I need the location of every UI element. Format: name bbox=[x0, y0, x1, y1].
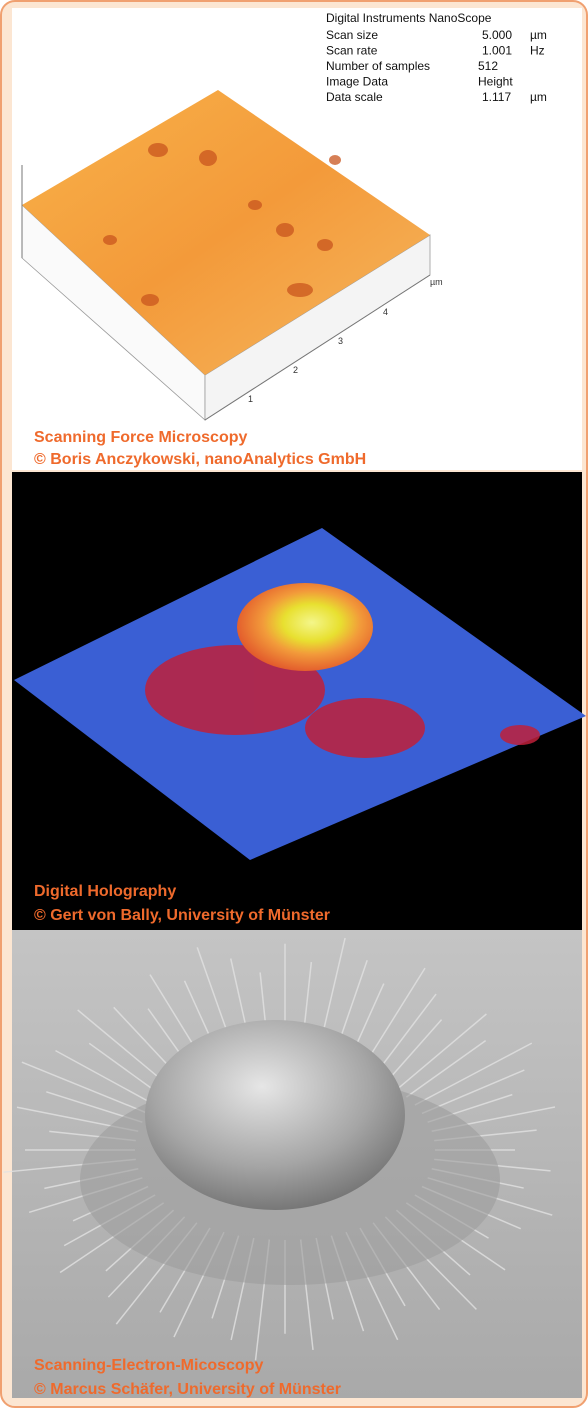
info-cell: Hz bbox=[530, 44, 545, 58]
axis-line bbox=[204, 274, 431, 421]
info-cell: µm bbox=[530, 28, 547, 42]
caption: Digital Holography bbox=[34, 883, 176, 900]
caption: © Gert von Bally, University of Münster bbox=[34, 907, 330, 924]
x-axis: 1 2 3 4 µm bbox=[204, 274, 443, 421]
cell-body bbox=[145, 1020, 405, 1210]
info-cell: 512 bbox=[478, 59, 498, 73]
filopodium bbox=[384, 1019, 443, 1084]
filopodium bbox=[395, 1013, 487, 1091]
caption: Scanning-Electron-Micoscopy bbox=[34, 1357, 263, 1374]
info-cell: Scan rate bbox=[326, 44, 378, 58]
tick-label: 1 bbox=[248, 394, 253, 404]
filopodium bbox=[414, 1042, 533, 1106]
tick-label: 4 bbox=[383, 307, 388, 317]
info-title: Digital Instruments NanoScope bbox=[326, 11, 492, 25]
info-cell: µm bbox=[530, 90, 547, 104]
info-cell: Image Data bbox=[326, 75, 388, 89]
filopodium bbox=[55, 1049, 156, 1106]
info-cell: Number of samples bbox=[326, 59, 430, 73]
filopodium bbox=[405, 1040, 487, 1098]
axis-unit: µm bbox=[430, 277, 443, 287]
info-cell: Data scale bbox=[326, 90, 383, 104]
tick-label: 2 bbox=[293, 365, 298, 375]
info-cell: 1.001 bbox=[482, 44, 512, 58]
afm-surface bbox=[22, 90, 430, 375]
surface-pits bbox=[103, 143, 341, 306]
caption: © Marcus Schäfer, University of Münster bbox=[34, 1381, 341, 1398]
info-cell: 1.117 bbox=[482, 90, 511, 104]
holo-peak bbox=[237, 583, 373, 671]
info-table: Scan size 5.000 µm Scan rate 1.001 Hz Number o… bbox=[326, 28, 547, 104]
filopodium bbox=[21, 1061, 149, 1115]
info-cell: 5.000 bbox=[482, 28, 512, 42]
caption: © Boris Anczykowski, nanoAnalytics GmbH bbox=[34, 451, 366, 468]
tick-label: 3 bbox=[338, 336, 343, 346]
caption: Scanning Force Microscopy bbox=[34, 429, 247, 446]
info-cell: Scan size bbox=[326, 28, 378, 42]
info-cell: Height bbox=[478, 75, 513, 89]
